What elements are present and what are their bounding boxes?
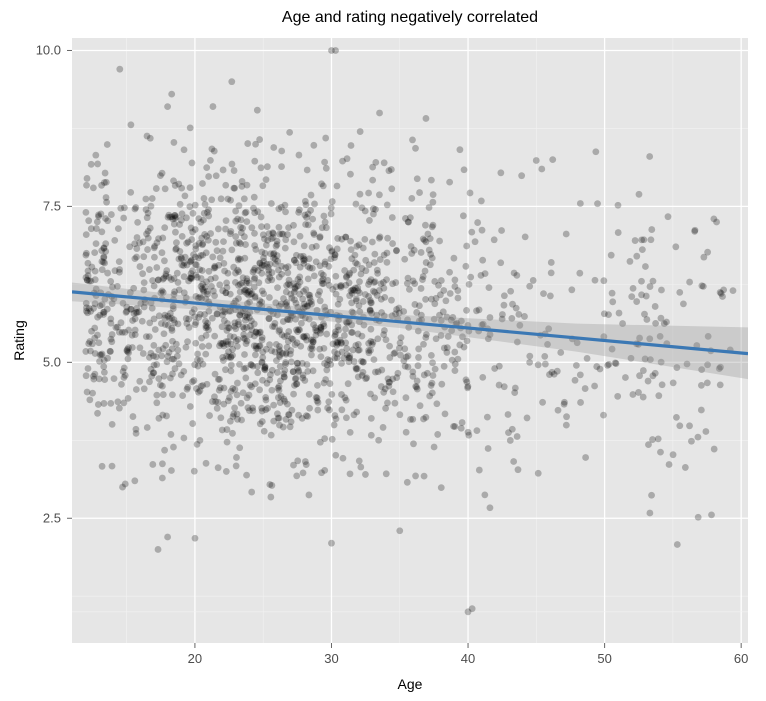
x-axis-label: Age — [398, 676, 423, 692]
x-tick-label: 60 — [734, 651, 748, 666]
y-tick-label: 7.5 — [43, 198, 61, 213]
y-tick-label: 2.5 — [43, 510, 61, 525]
x-tick-label: 20 — [188, 651, 202, 666]
y-axis-label: Rating — [11, 320, 27, 360]
x-tick-label: 40 — [461, 651, 475, 666]
chart-title: Age and rating negatively correlated — [282, 9, 538, 26]
chart-container: 20 30 40 50 60 2.5 5.0 7.5 10.0 Age Rating Age and … — [0, 0, 766, 701]
y-tick-label: 5.0 — [43, 354, 61, 369]
x-tick-label: 50 — [597, 651, 611, 666]
y-tick-label: 10.0 — [36, 42, 61, 57]
x-tick-label: 30 — [324, 651, 338, 666]
scatter-chart: 20 30 40 50 60 2.5 5.0 7.5 10.0 Age Rating Age and … — [0, 0, 766, 701]
